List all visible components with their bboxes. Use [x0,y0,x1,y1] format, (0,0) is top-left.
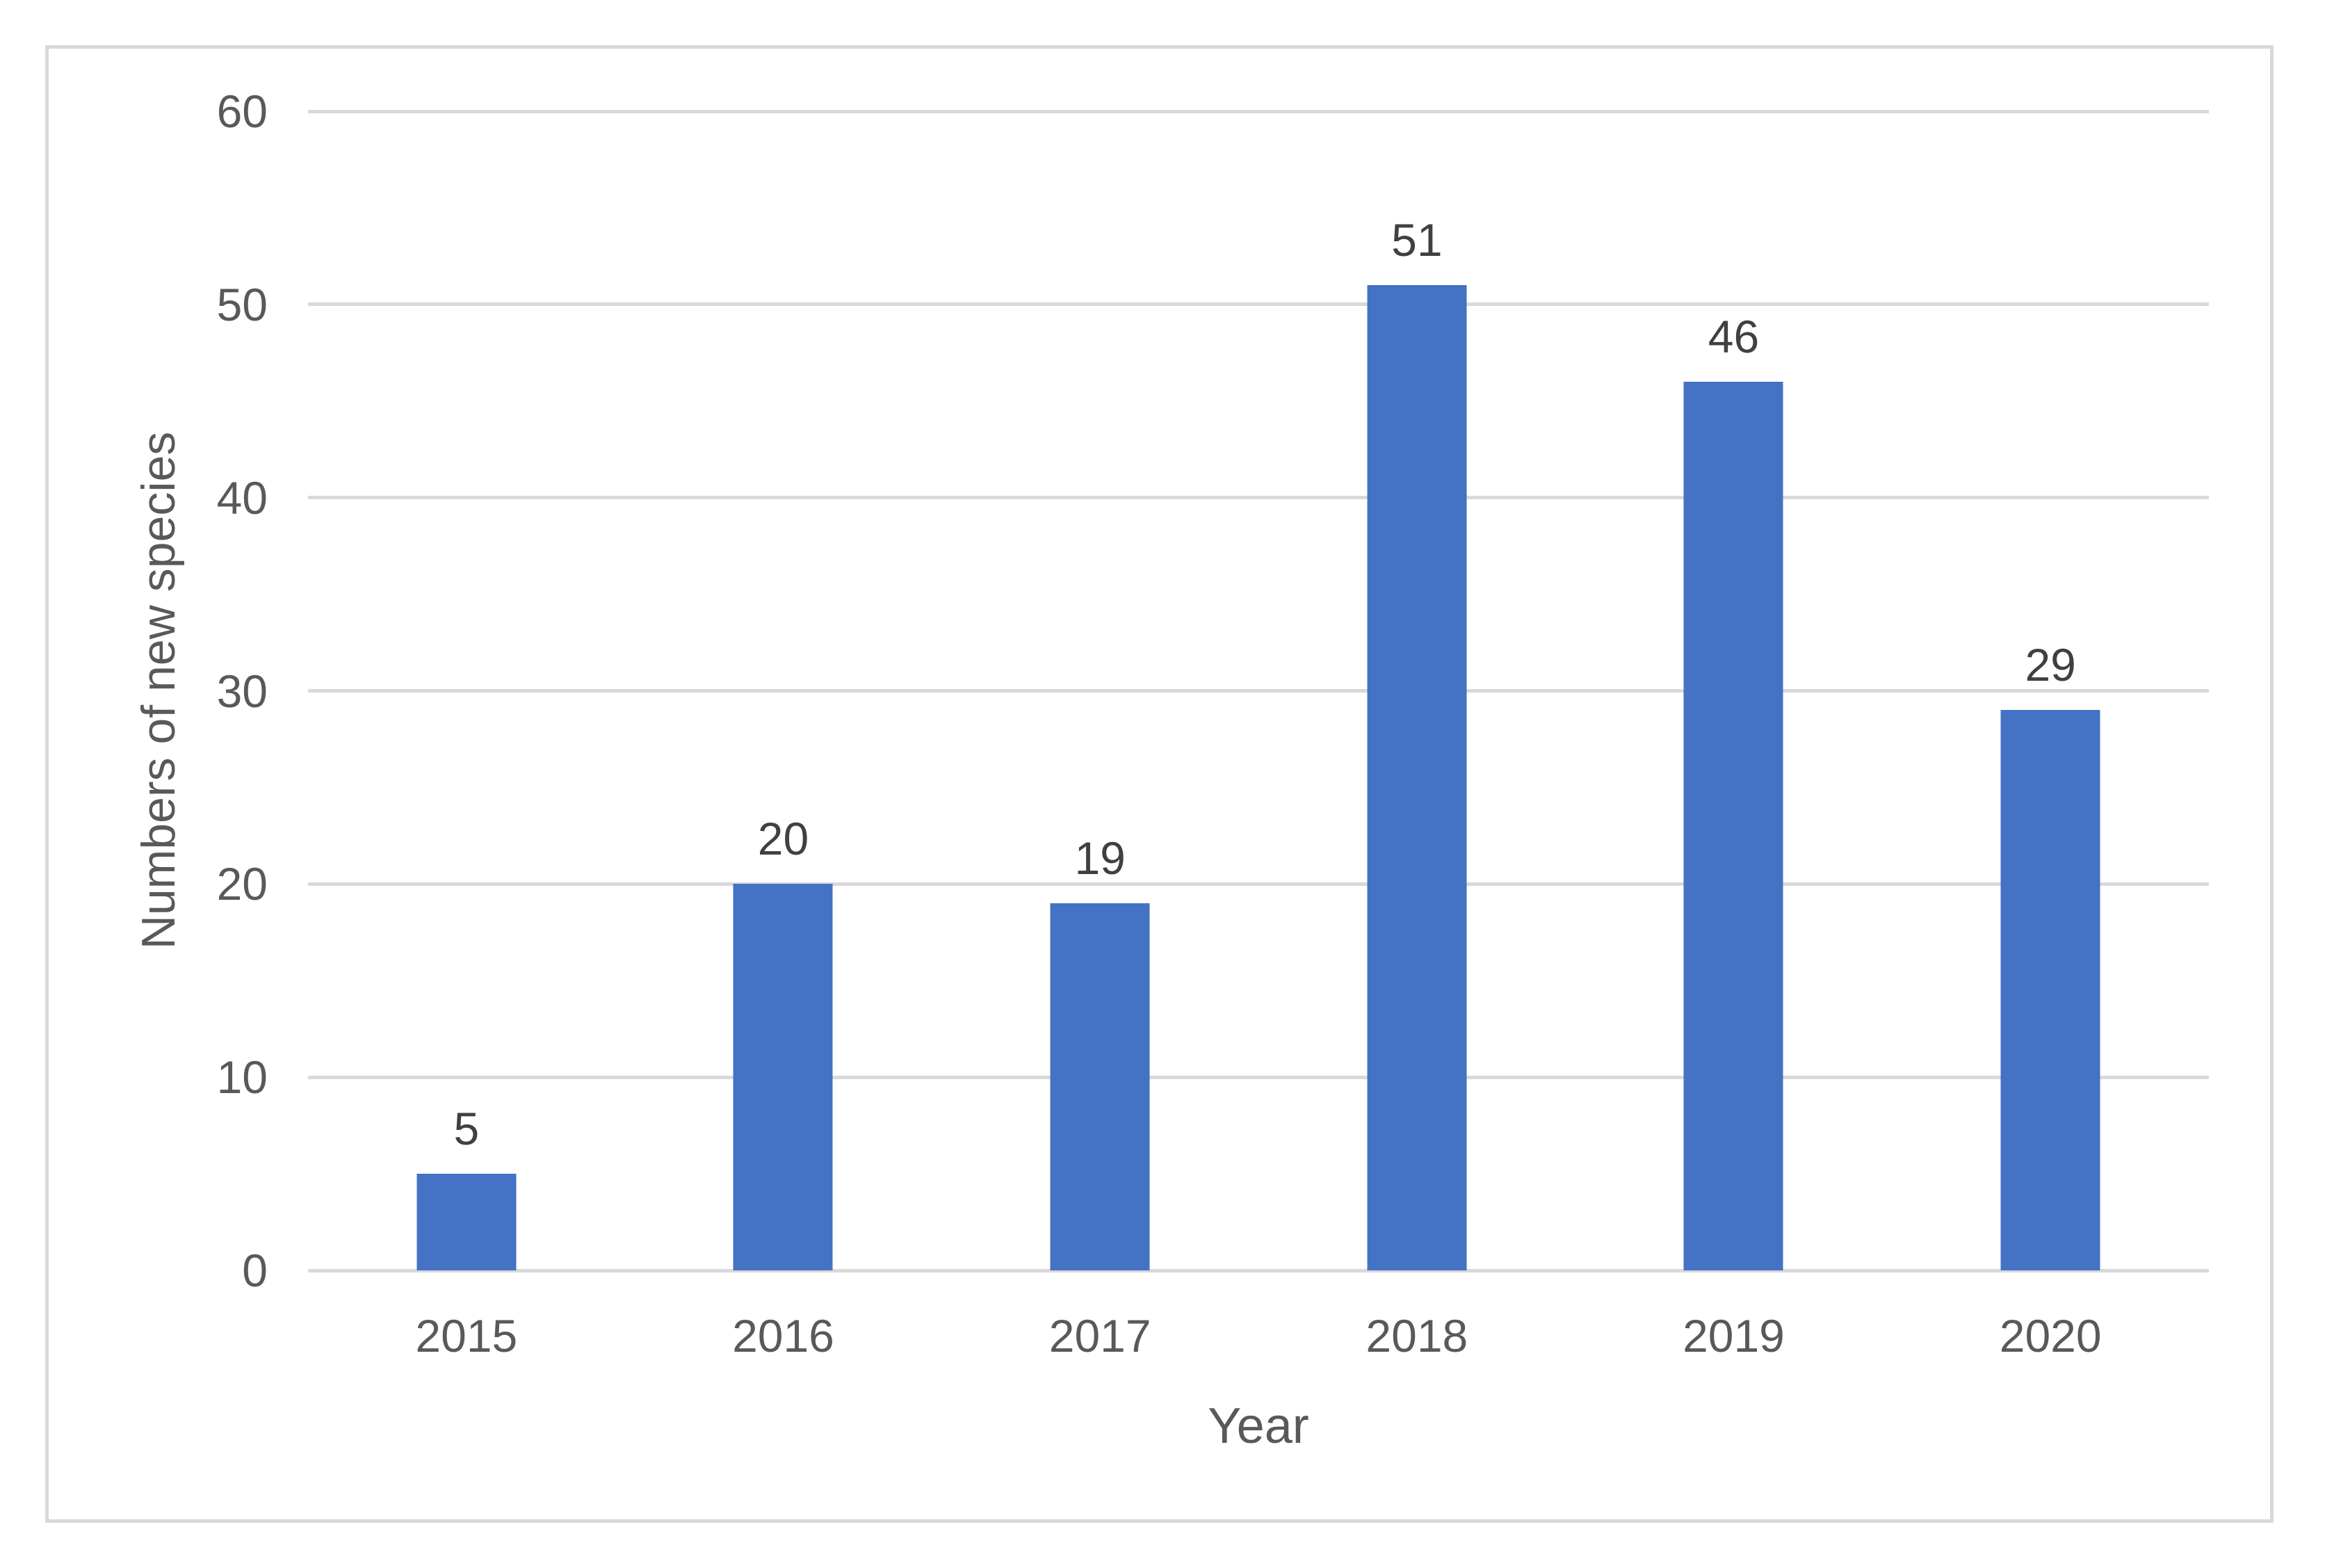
x-category-label: 2017 [1048,1310,1151,1361]
gridline [308,882,2209,886]
x-category-label: 2020 [1999,1310,2102,1361]
bar-value-label: 5 [453,1103,480,1155]
bar-value-label: 20 [757,813,809,865]
x-category-label: 2016 [732,1310,834,1361]
bar-value-label: 29 [2025,639,2076,691]
gridline [308,1268,2209,1272]
bar-2017 [1050,903,1150,1270]
y-tick-label: 50 [216,278,268,330]
bar-slot: 29 [1892,111,2209,1270]
bar-2016 [733,884,833,1270]
gridline [308,109,2209,113]
plot-area: 5 20 19 51 46 29 [308,109,2209,1272]
y-tick-label: 0 [242,1245,268,1296]
y-tick-label: 20 [216,858,268,910]
bar-2018 [1367,285,1467,1270]
bar-slot: 19 [941,111,1258,1270]
bar-2015 [416,1174,517,1270]
y-tick-label: 10 [216,1051,268,1104]
x-axis-category-labels: 2015 2016 2017 2018 2019 2020 [308,1313,2209,1375]
bar-slot: 5 [308,111,625,1270]
y-axis-title: Numbers of new species [132,431,185,950]
bar-value-label: 46 [1708,310,1760,362]
bar-2020 [2000,710,2100,1270]
x-category-label: 2015 [415,1310,518,1361]
x-category-label: 2019 [1683,1310,1785,1361]
bar-slot: 51 [1258,111,1575,1270]
y-tick-label: 60 [216,86,268,137]
x-category-label: 2018 [1366,1310,1468,1361]
y-axis-tick-labels: 0 10 20 30 40 50 60 [0,86,268,1296]
x-axis-title: Year [1208,1398,1309,1454]
bar-value-label: 51 [1391,214,1443,266]
gridline [308,302,2209,307]
bar-slot: 46 [1575,111,1893,1270]
y-tick-label: 40 [216,471,268,524]
gridline [308,1075,2209,1079]
gridline [308,689,2209,693]
gridline [308,496,2209,500]
y-tick-label: 30 [216,665,268,717]
bar-2019 [1683,381,1783,1270]
bar-value-label: 19 [1074,832,1126,884]
chart-frame [45,45,2274,1523]
bar-slot: 20 [625,111,942,1270]
